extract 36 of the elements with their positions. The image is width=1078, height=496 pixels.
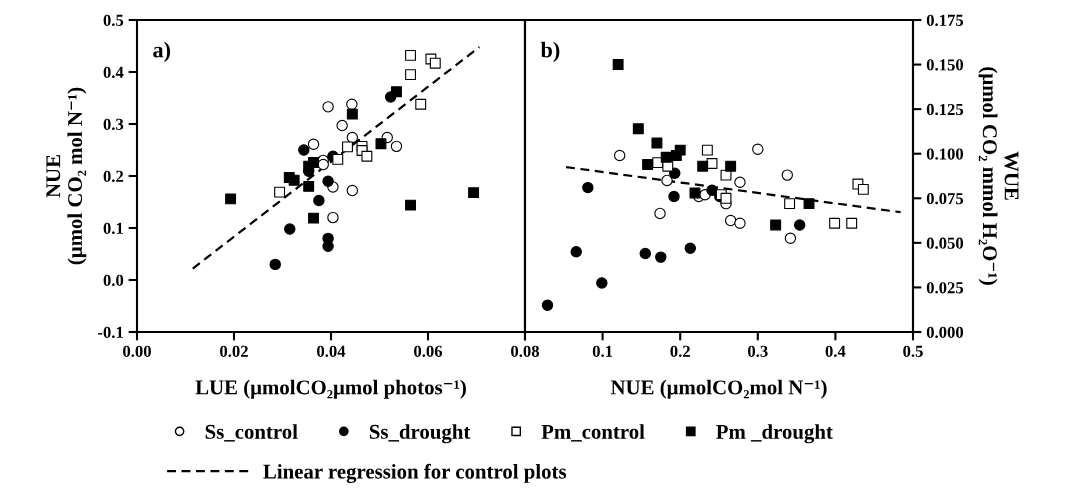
y2-tick-label: 0.050 — [926, 237, 964, 249]
legend-label: Pm _drought — [716, 424, 833, 444]
y2-tick-label: 0.025 — [926, 282, 964, 294]
annotation: b) — [540, 41, 560, 62]
y2-tick-label: 0.125 — [926, 103, 964, 116]
legend-label: Linear regression for control plots — [263, 463, 567, 484]
y2-tick-label: 0.000 — [926, 326, 964, 339]
annotation: a) — [153, 41, 171, 62]
x-tick-label: 0.4 — [825, 345, 846, 357]
y-axis-title: NUE (μmol CO₂ mol N⁻¹) — [46, 87, 87, 265]
y2-axis-title: WUE (μmol CO₂ mmol H₂O⁻¹) — [978, 67, 1019, 285]
y2-tick-label: 0.175 — [926, 14, 964, 27]
y-tick-label: -0.1 — [98, 326, 123, 339]
y-tick-label: 0.4 — [103, 66, 124, 79]
x-tick-label: 0.3 — [748, 345, 768, 357]
x-axis-title: NUE (μmolCO₂mol N⁻¹) — [610, 379, 827, 399]
y2-tick-label: 0.100 — [926, 148, 964, 160]
legend-label: Pm_control — [541, 424, 645, 442]
y2-tick-label: 0.150 — [926, 59, 964, 71]
y2-tick-label: 0.075 — [926, 192, 964, 205]
x-tick-label: 0.2 — [670, 345, 690, 357]
legend-label: Ss_drought — [369, 424, 471, 444]
y-tick-label: 0.1 — [103, 222, 123, 235]
y-tick-label: 0.3 — [103, 118, 124, 131]
x-tick-label: 0.5 — [903, 345, 923, 357]
x-tick-label: 0.02 — [220, 345, 248, 357]
x-tick-label: 0.1 — [592, 345, 613, 357]
y-tick-label: 0.5 — [103, 14, 124, 27]
y-tick-label: 0.0 — [103, 274, 124, 287]
legend-label: Ss_control — [205, 424, 298, 442]
x-tick-label: 0.04 — [317, 345, 346, 357]
x-tick-label: 0.00 — [123, 345, 151, 357]
y-tick-label: 0.2 — [103, 170, 124, 183]
x-axis-title: LUE (μmolCO₂μmol photos⁻¹) — [195, 379, 466, 399]
x-tick-label: 0.08 — [511, 345, 540, 357]
x-tick-label: 0.06 — [414, 345, 443, 357]
